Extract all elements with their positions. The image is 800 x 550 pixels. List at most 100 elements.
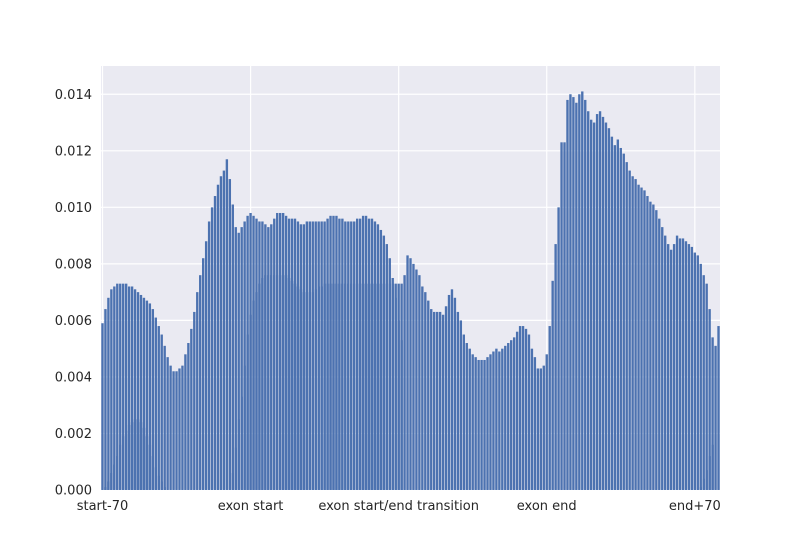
bar-series0-pos17	[151, 309, 155, 490]
bar-series0-pos190	[664, 235, 667, 490]
bar-series0-pos47	[240, 227, 243, 490]
bar-series1-pos4	[113, 464, 116, 490]
x-tick-label: exon end	[517, 499, 577, 514]
bar-series0-pos148	[539, 368, 543, 490]
bar-series0-pos145	[530, 348, 534, 490]
bar-series0-pos45	[234, 227, 237, 490]
bar-series0-pos119	[453, 297, 457, 490]
bar-series0-pos199	[690, 246, 694, 490]
bar-series1-pos20	[160, 481, 163, 490]
bar-series1-pos49	[246, 334, 249, 490]
bar-series0-pos14	[142, 297, 146, 490]
bar-series1-pos72	[314, 289, 317, 490]
bar-series1-pos13	[139, 422, 143, 490]
bar-series0-pos110	[427, 300, 430, 490]
bar-series0-pos40	[219, 176, 223, 491]
bar-series0-pos172	[610, 136, 614, 490]
bar-series1-pos14	[142, 427, 146, 490]
bar-series0-pos159	[572, 97, 575, 491]
bar-series1-pos56	[267, 275, 270, 490]
bar-series1-pos15	[145, 436, 149, 490]
bar-series1-pos47	[240, 396, 243, 490]
bar-series0-pos206	[711, 337, 714, 490]
bar-series0-pos7	[122, 283, 125, 490]
bar-series0-pos177	[625, 162, 628, 490]
bar-series0-pos150	[545, 354, 548, 490]
bar-series1-pos64	[290, 280, 294, 490]
bar-series1-pos69	[305, 292, 309, 490]
bar-series1-pos10	[130, 422, 134, 490]
bar-series0-pos146	[533, 357, 537, 490]
bar-series1-pos51	[252, 300, 255, 490]
bar-series1-pos45	[234, 447, 237, 490]
bar-series0-pos185	[649, 201, 652, 490]
bar-series0-pos144	[527, 334, 531, 490]
bar-series0-pos25	[175, 371, 178, 490]
bar-series0-pos200	[693, 252, 697, 490]
bar-series0-pos0	[101, 323, 104, 490]
bar-series0-pos114	[438, 311, 442, 490]
bar-series0-pos36	[207, 221, 211, 490]
bar-series0-pos39	[216, 184, 220, 490]
bar-series1-pos19	[157, 475, 160, 490]
bar-series1-pos90	[367, 283, 371, 490]
bar-series0-pos192	[669, 249, 673, 490]
bar-series1-pos57	[270, 275, 273, 490]
bar-series0-pos44	[231, 204, 234, 491]
bar-series0-pos35	[204, 241, 208, 490]
bar-series0-pos201	[696, 255, 699, 490]
bar-series0-pos181	[637, 184, 640, 490]
bar-series1-pos12	[136, 419, 140, 490]
x-tick-label: start-70	[77, 499, 129, 514]
bar-series1-pos91	[370, 283, 374, 490]
bar-series1-pos101	[400, 283, 403, 490]
bar-series0-pos143	[524, 328, 528, 490]
bar-series1-pos76	[326, 283, 329, 490]
bar-series1-pos63	[287, 278, 291, 490]
bar-series0-pos171	[607, 128, 611, 491]
bar-series0-pos170	[604, 122, 608, 491]
bar-series1-pos80	[338, 283, 341, 490]
bar-series0-pos116	[444, 306, 448, 490]
bar-series0-pos140	[515, 331, 519, 490]
bar-series0-pos135	[501, 348, 504, 490]
bar-series1-pos92	[373, 283, 377, 490]
bar-series0-pos133	[495, 348, 498, 490]
bar-series0-pos204	[705, 283, 708, 490]
bar-series1-pos55	[264, 275, 267, 490]
bar-series0-pos8	[124, 283, 128, 490]
y-tick-label: 0.006	[55, 314, 92, 329]
bar-series0-pos6	[119, 283, 122, 490]
bar-series0-pos41	[222, 170, 226, 490]
bar-series0-pos5	[116, 283, 119, 490]
bar-series0-pos176	[622, 153, 625, 491]
bar-series0-pos162	[581, 91, 584, 490]
bar-series1-pos58	[273, 275, 276, 490]
bar-series1-pos206	[711, 444, 714, 490]
bar-series0-pos21	[163, 345, 166, 490]
bar-series0-pos203	[702, 275, 705, 490]
bar-series0-pos132	[492, 351, 495, 490]
bar-series1-pos7	[122, 436, 125, 490]
bar-series1-pos82	[344, 283, 347, 490]
bar-series0-pos23	[169, 365, 172, 490]
bar-series0-pos16	[148, 303, 152, 490]
bar-series0-pos122	[462, 334, 465, 490]
bar-series1-pos6	[119, 444, 122, 490]
bar-series0-pos207	[714, 345, 717, 490]
bar-series1-pos204	[705, 470, 708, 490]
bar-series0-pos154	[557, 207, 560, 491]
bar-series0-pos167	[595, 114, 599, 490]
bar-series1-pos203	[702, 478, 705, 490]
y-tick-label: 0.004	[55, 370, 92, 385]
bar-series0-pos202	[699, 263, 702, 490]
bar-series0-pos31	[193, 311, 196, 490]
bar-series1-pos59	[276, 275, 279, 490]
bar-series0-pos134	[498, 351, 501, 490]
bar-series1-pos70	[308, 292, 311, 490]
bar-series0-pos180	[634, 179, 637, 491]
bar-series0-pos156	[563, 142, 566, 490]
bar-series0-pos11	[133, 289, 137, 490]
bar-series0-pos191	[666, 244, 670, 490]
